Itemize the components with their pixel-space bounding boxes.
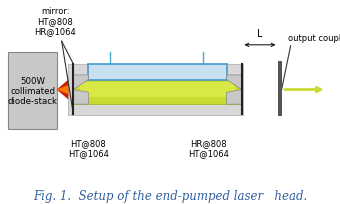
Text: HR@808
HT@1064: HR@808 HT@1064 — [188, 138, 229, 157]
Polygon shape — [73, 90, 88, 105]
FancyBboxPatch shape — [73, 75, 242, 105]
Polygon shape — [73, 75, 88, 90]
Text: HT@808
HT@1064: HT@808 HT@1064 — [68, 138, 109, 157]
FancyBboxPatch shape — [8, 53, 57, 129]
Text: L: L — [257, 28, 263, 38]
Text: mirror:
HT@808
HR@1064: mirror: HT@808 HR@1064 — [34, 7, 76, 36]
FancyBboxPatch shape — [68, 65, 243, 115]
Text: Fig. 1.  Setup of the end-pumped laser   head.: Fig. 1. Setup of the end-pumped laser he… — [33, 189, 307, 202]
Polygon shape — [57, 80, 68, 100]
Polygon shape — [227, 90, 242, 105]
Text: output coupler: output coupler — [288, 34, 340, 43]
Text: 500W
collimated
diode-stack: 500W collimated diode-stack — [7, 76, 57, 106]
Polygon shape — [57, 85, 68, 95]
FancyBboxPatch shape — [88, 65, 227, 80]
FancyBboxPatch shape — [80, 83, 235, 97]
Polygon shape — [227, 75, 242, 90]
